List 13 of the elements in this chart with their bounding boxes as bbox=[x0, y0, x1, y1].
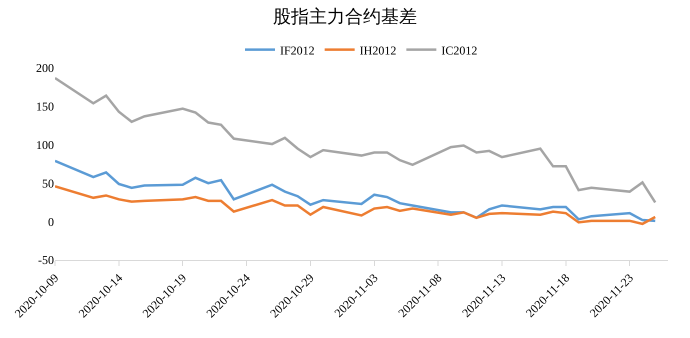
y-tick-label: 50 bbox=[42, 176, 54, 190]
line-series bbox=[55, 160, 656, 222]
line-series bbox=[55, 76, 656, 204]
y-tick-label: 200 bbox=[36, 61, 54, 76]
legend-label: IH2012 bbox=[360, 43, 396, 58]
y-tick-label: 100 bbox=[36, 138, 54, 152]
y-tick-label: -50 bbox=[38, 253, 54, 268]
line-series bbox=[55, 185, 656, 226]
chart-title: 股指主力合约基差 bbox=[273, 6, 417, 27]
legend-label: IF2012 bbox=[280, 43, 315, 58]
y-tick-label: 150 bbox=[36, 100, 54, 114]
y-tick-label: 0 bbox=[48, 214, 54, 229]
legend-label: IC2012 bbox=[441, 43, 478, 58]
